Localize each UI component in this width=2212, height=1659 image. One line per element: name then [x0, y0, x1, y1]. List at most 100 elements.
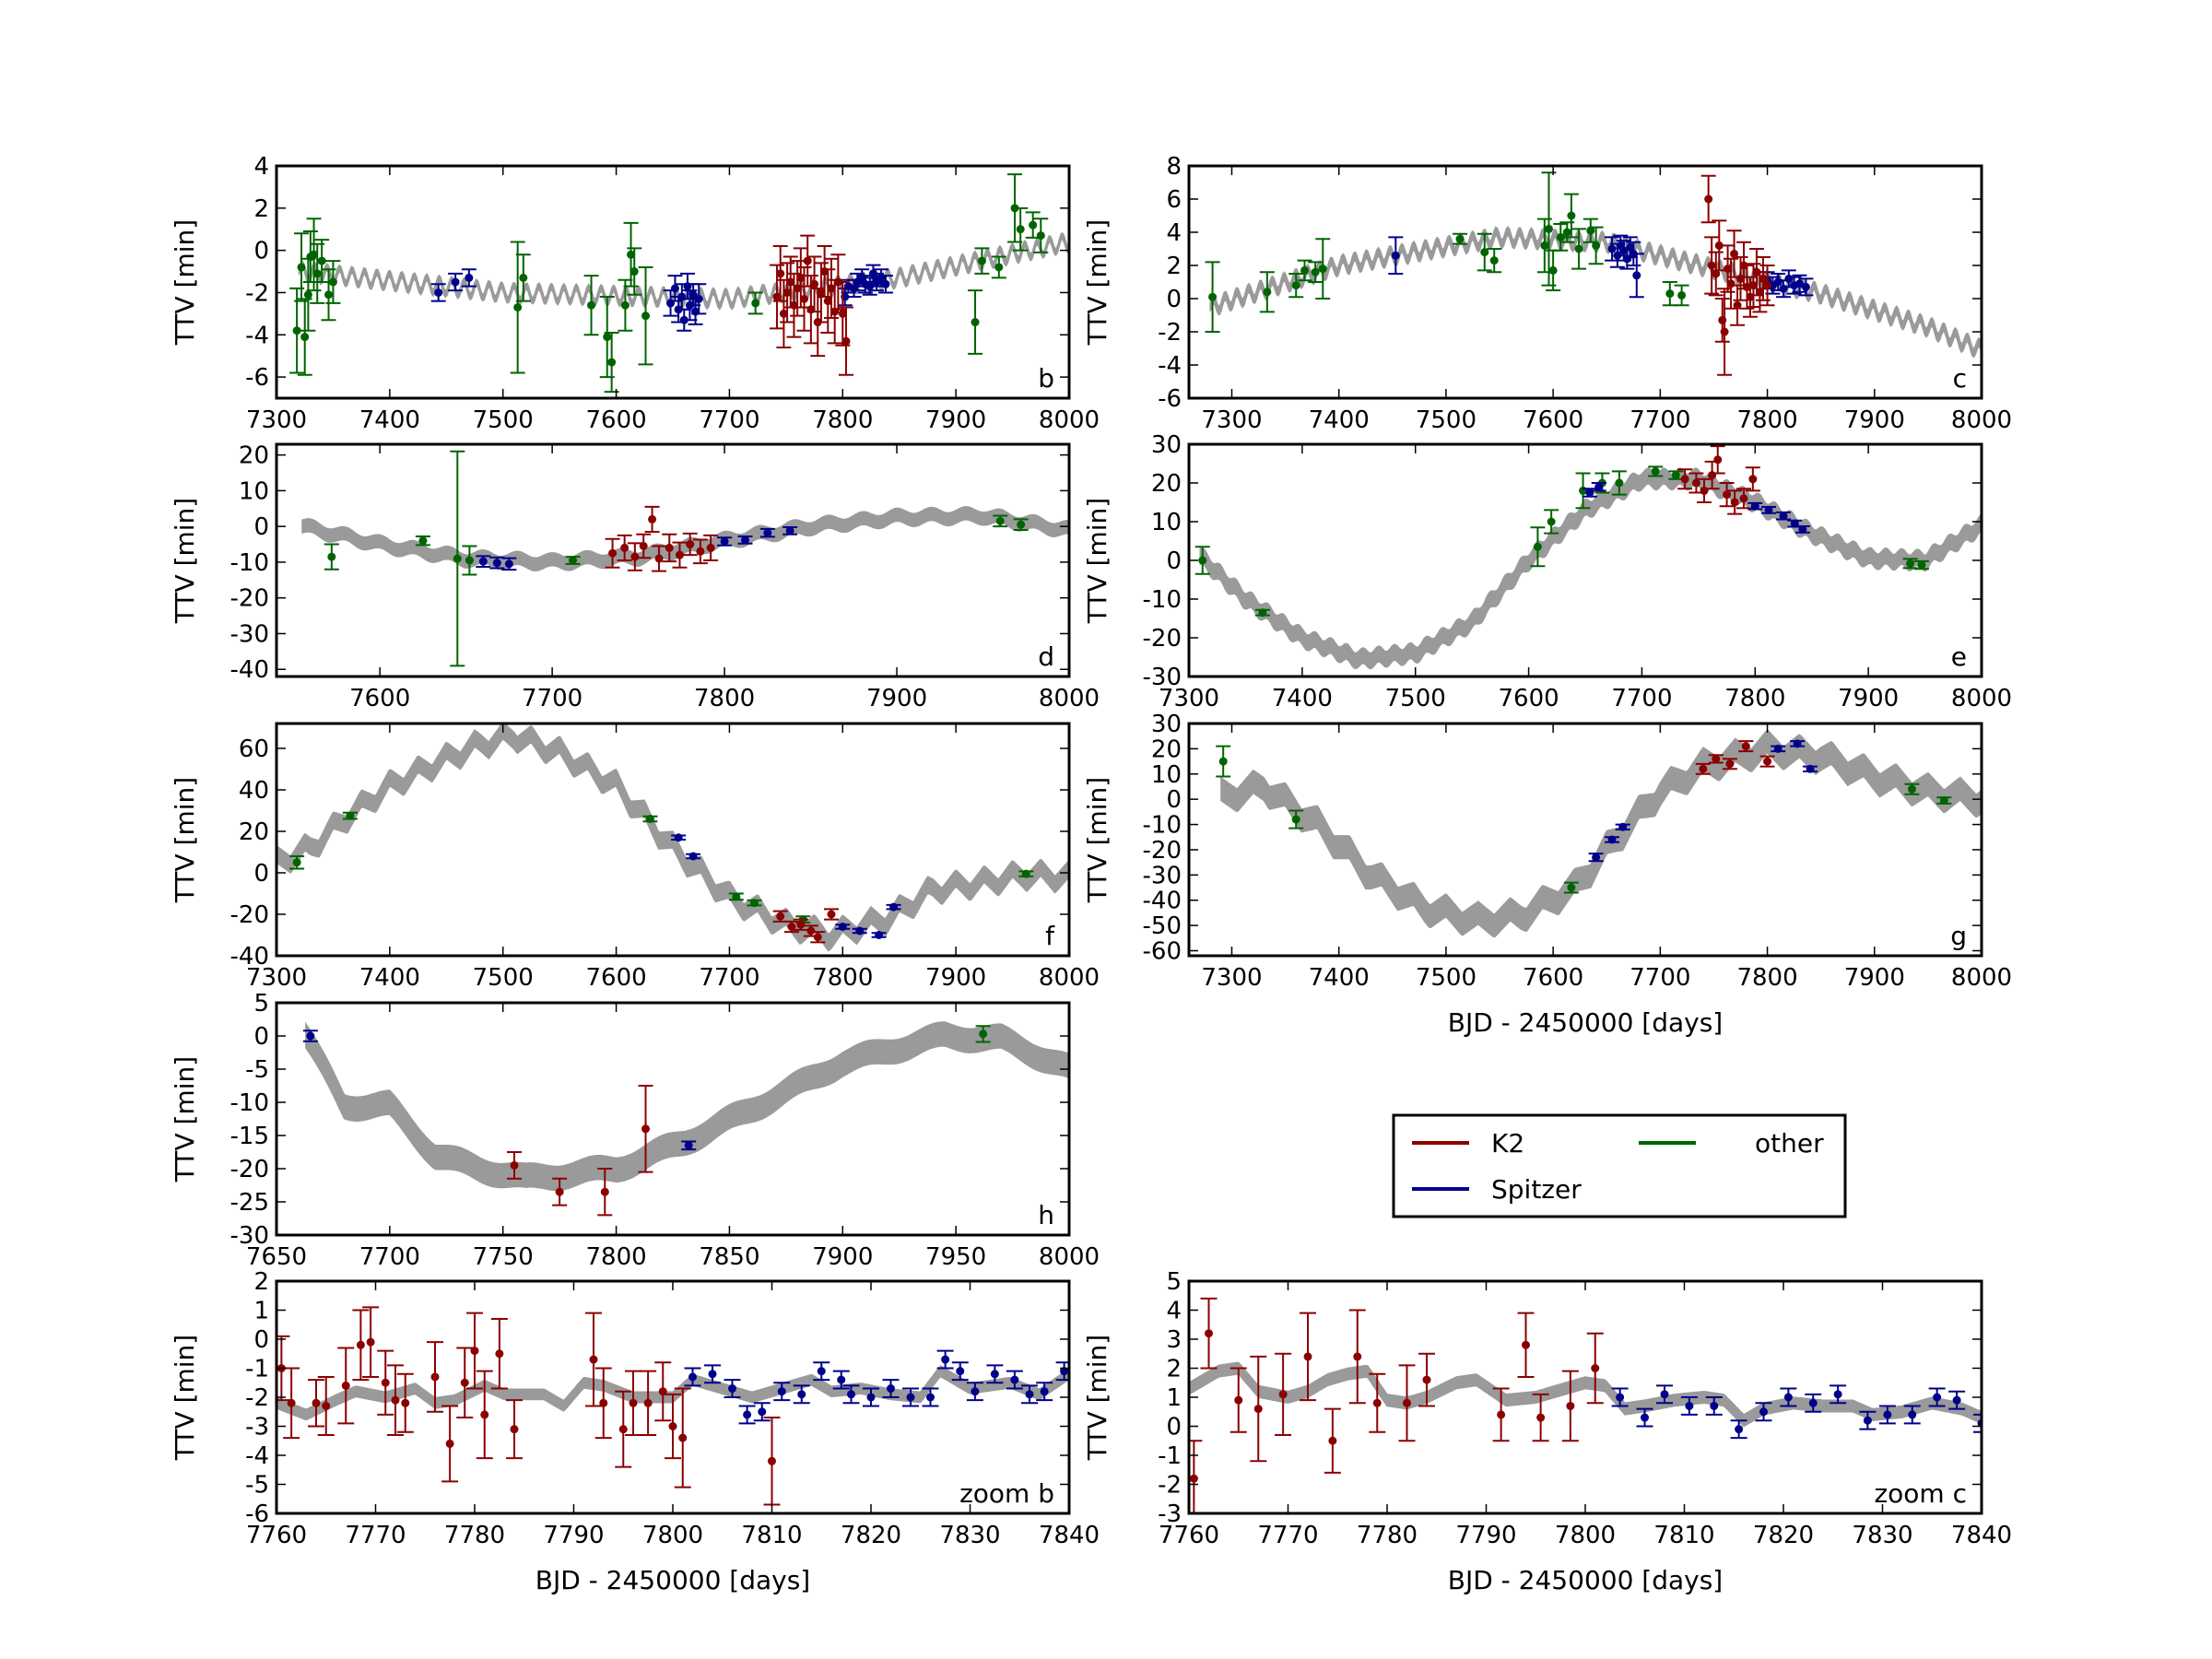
data-point — [617, 534, 632, 561]
data-marker — [1010, 1375, 1019, 1384]
data-point — [747, 899, 762, 908]
data-marker — [356, 1340, 365, 1349]
data-marker — [1952, 1395, 1961, 1405]
x-tick-label: 7600 — [585, 964, 646, 992]
data-marker — [926, 1393, 935, 1402]
data-marker — [817, 1367, 826, 1376]
data-marker — [445, 1439, 454, 1448]
data-marker — [1755, 288, 1764, 297]
data-marker — [1618, 822, 1628, 831]
data-point — [396, 1372, 414, 1433]
data-point — [824, 908, 839, 921]
x-axis-label: BJD - 2450000 [days] — [535, 1565, 810, 1595]
data-point — [800, 234, 816, 288]
data-marker — [793, 284, 802, 293]
y-tick-label: -40 — [1143, 888, 1182, 915]
y-tick-label: -40 — [230, 656, 269, 684]
x-tick-label: 7840 — [1039, 1522, 1100, 1549]
data-marker — [470, 1347, 479, 1356]
data-marker — [287, 1398, 296, 1407]
y-tick-label: -5 — [245, 1056, 269, 1084]
data-marker — [971, 1387, 980, 1396]
x-tick-label: 8000 — [1951, 406, 2012, 434]
data-point — [1717, 288, 1733, 376]
model-band — [1189, 1361, 1982, 1428]
y-tick-label: -15 — [230, 1123, 269, 1150]
data-marker — [1567, 211, 1576, 220]
y-tick-label: 2 — [1166, 253, 1182, 280]
data-marker — [303, 290, 312, 300]
data-marker — [1328, 1436, 1337, 1445]
data-marker — [875, 931, 884, 939]
x-tick-label: 7700 — [699, 964, 759, 992]
data-point — [1700, 174, 1716, 224]
data-marker — [787, 923, 796, 931]
data-marker — [1779, 284, 1788, 293]
series-other — [1205, 171, 1689, 333]
data-point — [1605, 835, 1620, 844]
data-point — [594, 1367, 612, 1440]
data-point — [1398, 1364, 1416, 1442]
x-tick-label: 7500 — [1416, 406, 1477, 434]
data-point — [838, 306, 853, 376]
data-point — [1477, 232, 1492, 272]
data-point — [835, 923, 851, 931]
data-marker — [391, 1395, 400, 1405]
y-axis-label: TTV [min] — [1082, 498, 1112, 624]
data-point — [1259, 271, 1275, 313]
data-point — [966, 1382, 983, 1402]
x-tick-label: 7700 — [699, 406, 759, 434]
x-tick-label: 7900 — [925, 964, 986, 992]
panel-c: 7300 7400 7500 7600 7700 7800 7900 8000 -6 -4 -2 0 2… — [1082, 153, 2012, 434]
model-envelope — [1189, 1361, 1982, 1428]
model-band — [276, 724, 1069, 952]
data-point — [640, 1370, 657, 1436]
data-point — [1747, 501, 1763, 511]
panel-b: 7300 7400 7500 7600 7700 7800 7900 8000 -6 -4 -2 0 2… — [170, 153, 1100, 434]
data-marker — [1699, 764, 1708, 773]
data-marker — [797, 1390, 806, 1399]
y-tick-label: 0 — [1166, 1414, 1182, 1441]
data-marker — [1651, 466, 1660, 476]
model-envelope — [1220, 729, 1982, 938]
data-marker — [300, 333, 310, 342]
y-tick-label: 0 — [1166, 547, 1182, 575]
data-point — [1674, 284, 1689, 307]
x-tick-label: 7300 — [1201, 406, 1262, 434]
data-marker — [1736, 274, 1746, 283]
data-marker — [599, 1398, 608, 1407]
data-point — [1575, 472, 1591, 510]
data-point — [1418, 1352, 1435, 1407]
data-marker — [1750, 501, 1759, 511]
data-point — [1006, 1370, 1023, 1390]
x-tick-label: 7760 — [1159, 1522, 1219, 1549]
data-marker — [670, 284, 679, 293]
model-envelope — [301, 506, 1069, 572]
data-marker — [1933, 1393, 1942, 1402]
data-point — [852, 926, 867, 935]
data-marker — [688, 1372, 697, 1382]
data-point — [321, 268, 336, 322]
data-point — [1794, 524, 1810, 534]
series-spitzer — [302, 1030, 697, 1151]
data-marker — [847, 1390, 855, 1399]
x-tick-label: 7830 — [1852, 1522, 1912, 1549]
data-point — [1722, 758, 1737, 771]
y-tick-label: -10 — [1143, 586, 1182, 614]
x-tick-label: 7300 — [1201, 964, 1262, 992]
data-marker — [1536, 1413, 1546, 1422]
x-tick-label: 7800 — [694, 685, 755, 712]
x-tick-label: 7600 — [1498, 685, 1559, 712]
series-k2 — [772, 908, 839, 944]
panel-label: c — [1953, 363, 1967, 394]
data-point — [1216, 745, 1231, 778]
data-point — [1656, 1384, 1673, 1405]
data-marker — [324, 290, 334, 300]
data-point — [772, 245, 788, 302]
data-marker — [306, 1031, 315, 1041]
data-point — [1736, 488, 1751, 510]
data-marker — [366, 1337, 375, 1347]
data-point — [1018, 869, 1034, 878]
data-point — [1189, 1440, 1203, 1513]
series-spitzer — [1588, 739, 1818, 863]
